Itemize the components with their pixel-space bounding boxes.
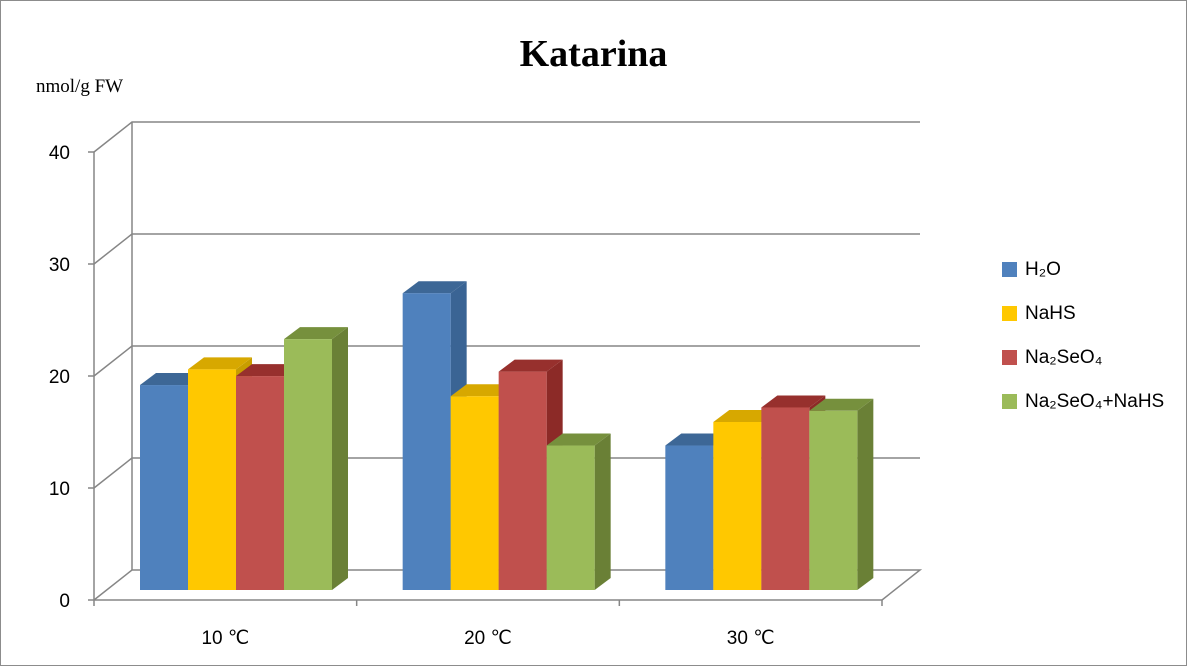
x-tick-label: 30 ℃ [727, 628, 775, 649]
bar-front-face [498, 371, 547, 590]
bar-front-face [284, 339, 332, 590]
bar-side-face [594, 433, 611, 590]
bar [284, 327, 348, 590]
gridlines [93, 121, 920, 489]
bar-front-face [809, 410, 858, 590]
axes [88, 151, 883, 606]
legend-swatch [1002, 306, 1017, 321]
bar-top-face [546, 433, 611, 446]
bar-front-face [402, 293, 451, 590]
bar-side-face [332, 327, 348, 590]
gridline [93, 233, 920, 265]
bar [809, 398, 874, 590]
bar-front-face [450, 396, 499, 590]
bar [546, 433, 611, 590]
bar-top-face [188, 357, 252, 370]
gridline [93, 345, 920, 377]
legend: H₂O NaHS Na₂SeO₄ Na₂SeO₄+NaHS [1002, 258, 1164, 434]
bar-front-face [546, 445, 595, 590]
bar-front-face [140, 385, 188, 590]
y-tick-label: 30 [49, 255, 70, 276]
legend-item: Na₂SeO₄+NaHS [1002, 390, 1164, 413]
gridline [93, 457, 920, 489]
y-tick-label: 10 [49, 479, 70, 500]
y-tick-labels: 0 10 20 30 40 [49, 143, 70, 612]
bar-front-face [761, 407, 810, 590]
legend-label: NaHS [1025, 302, 1076, 324]
bar-top-face [809, 398, 874, 411]
legend-item: H₂O [1002, 258, 1164, 281]
bar-top-face [498, 359, 563, 372]
chart-title: Katarina [519, 33, 668, 75]
legend-label: Na₂SeO₄+NaHS [1025, 390, 1165, 412]
bar-top-face [284, 327, 348, 340]
x-tick-label: 10 ℃ [201, 628, 249, 649]
legend-swatch [1002, 394, 1017, 409]
bar-front-face [713, 422, 762, 590]
y-axis-unit-label: nmol/g FW [36, 76, 124, 97]
bars [140, 281, 874, 590]
bar-front-face [236, 376, 284, 590]
x-tick-label: 20 ℃ [464, 628, 512, 649]
x-tick-labels: 10 ℃ 20 ℃ 30 ℃ [201, 628, 774, 649]
bar-top-face [761, 395, 826, 408]
y-tick-label: 0 [59, 591, 70, 612]
legend-label: H₂O [1025, 258, 1061, 280]
legend-label: Na₂SeO₄ [1025, 346, 1103, 368]
legend-swatch [1002, 262, 1017, 277]
gridline [93, 121, 920, 153]
legend-swatch [1002, 350, 1017, 365]
bar-front-face [665, 445, 714, 590]
y-tick-label: 20 [49, 367, 70, 388]
bar-front-face [188, 369, 236, 590]
legend-item: NaHS [1002, 302, 1164, 325]
bar-top-face [402, 281, 467, 294]
legend-item: Na₂SeO₄ [1002, 346, 1164, 369]
y-tick-label: 40 [49, 143, 70, 164]
bar-side-face [857, 398, 874, 590]
